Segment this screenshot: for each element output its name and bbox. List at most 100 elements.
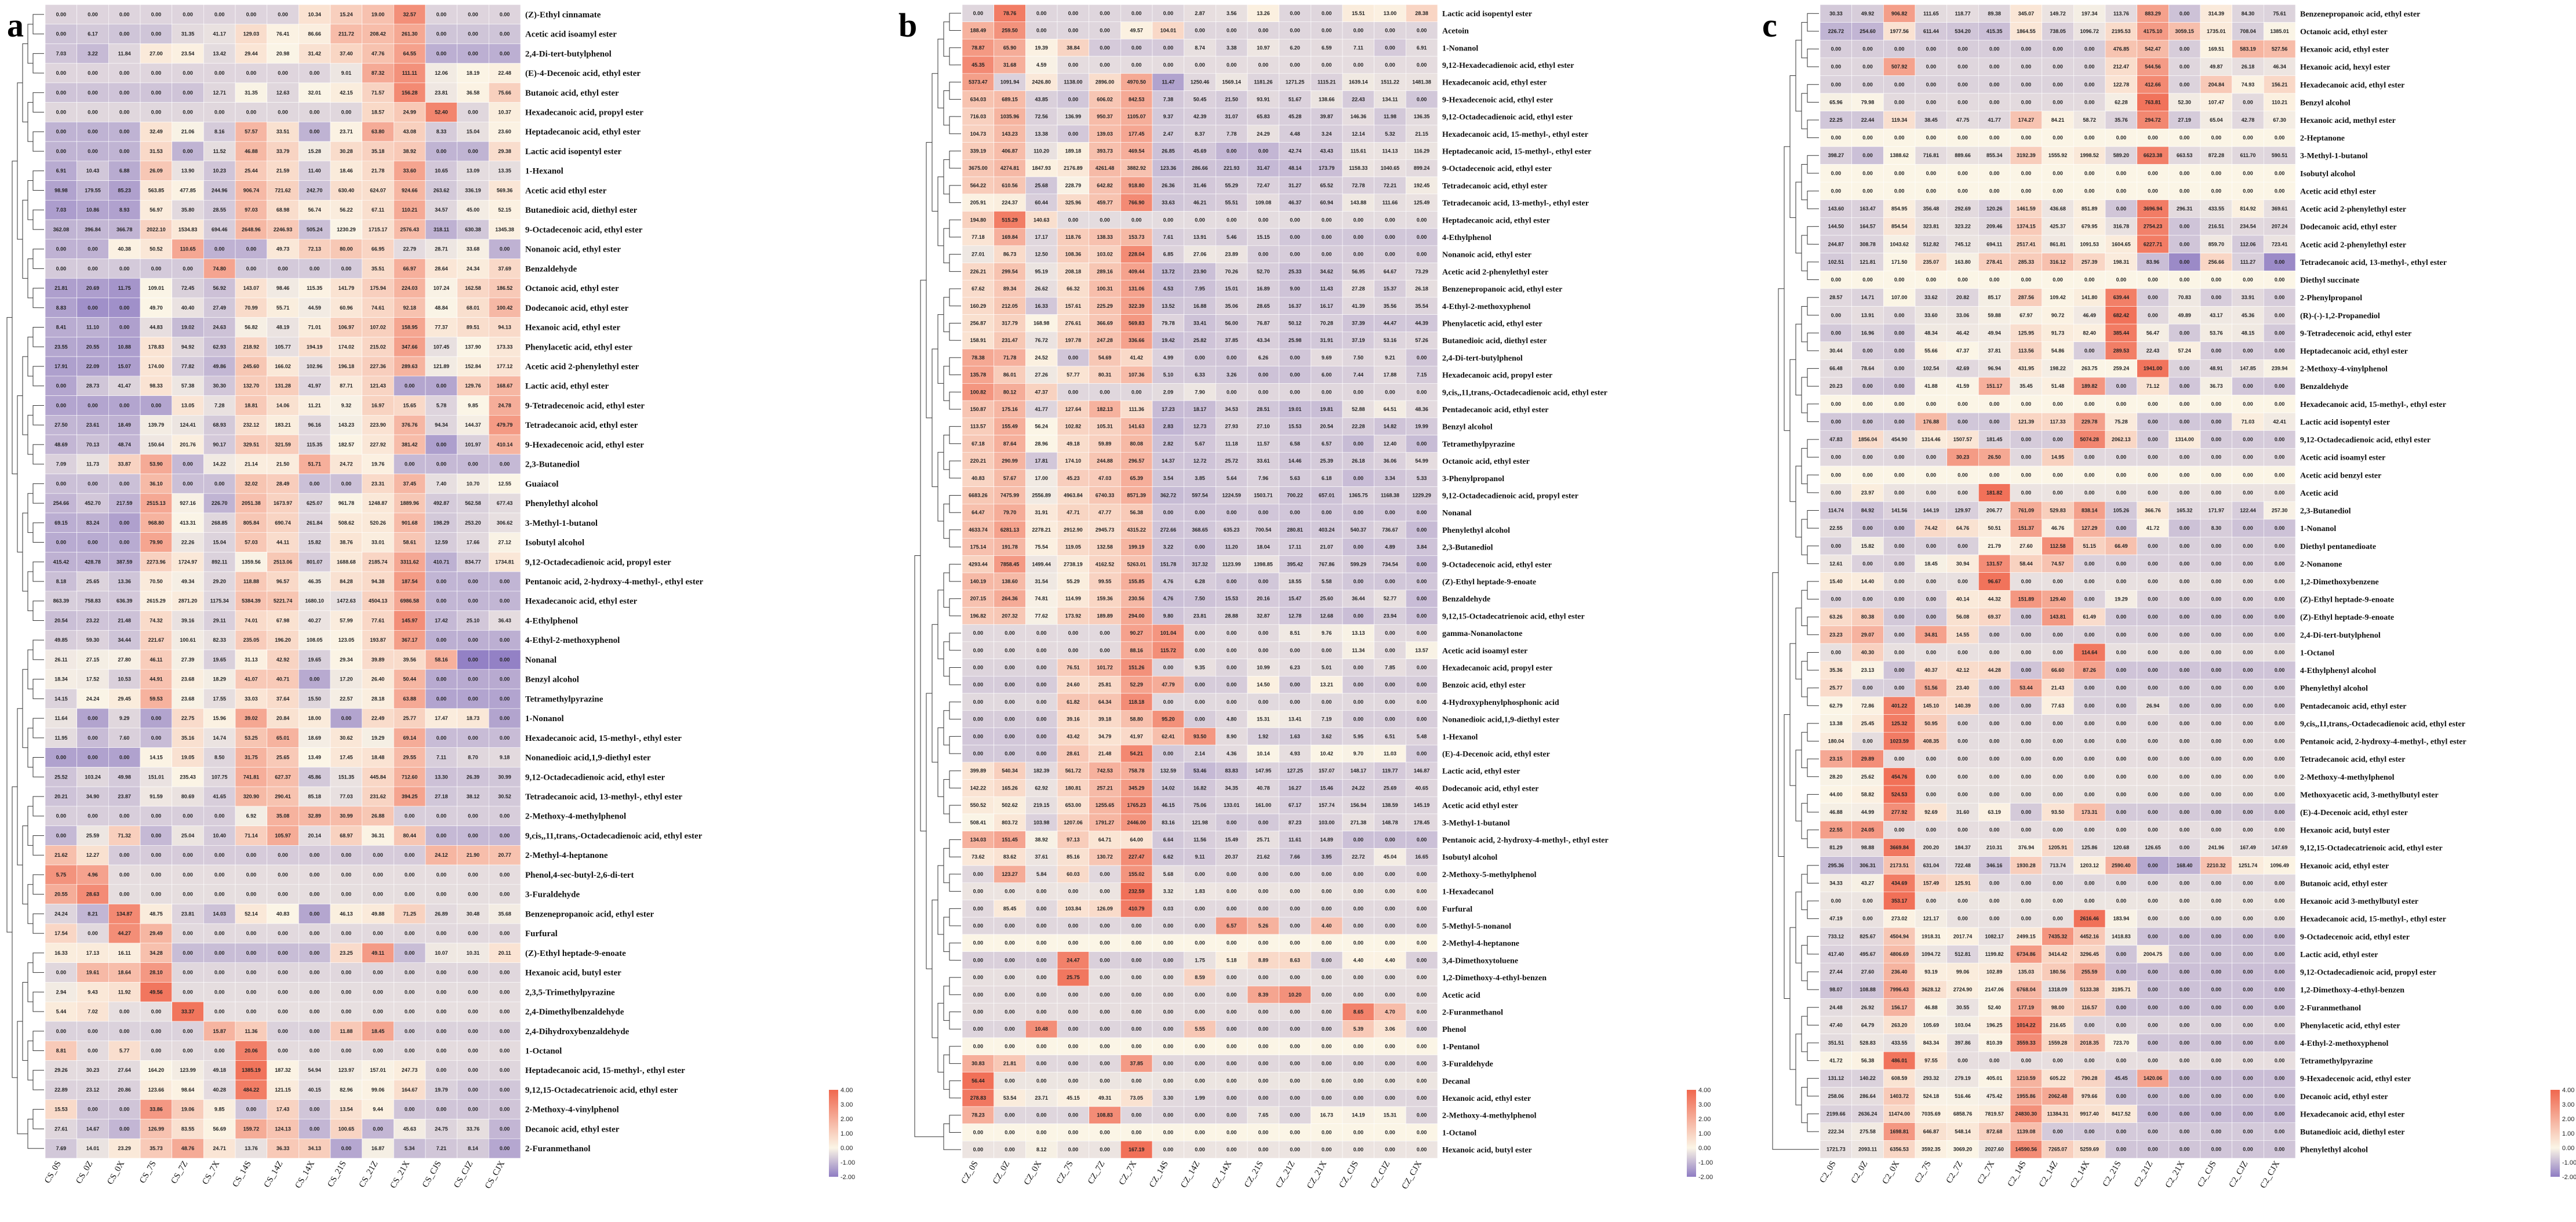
heatmap-cell xyxy=(45,689,77,709)
cell-value-label: 212.05 xyxy=(1002,303,1018,309)
heatmap-cell xyxy=(299,728,331,748)
dendrogram-branch xyxy=(32,835,38,856)
cell-value-label: 0.00 xyxy=(2180,82,2190,88)
cell-value-label: 1224.59 xyxy=(1222,492,1241,498)
cell-value-label: 679.95 xyxy=(2082,224,2098,230)
dendrogram-branch xyxy=(32,601,38,621)
heatmap-cell xyxy=(1374,194,1406,212)
cell-value-label: 5.26 xyxy=(1258,923,1269,929)
heatmap-cell xyxy=(1184,366,1216,384)
heatmap-cell xyxy=(203,1138,236,1159)
cell-value-label: 0.00 xyxy=(2275,277,2285,283)
heatmap-cell xyxy=(1978,235,2011,253)
heatmap-cell xyxy=(2010,253,2042,271)
cell-value-label: 23.81 xyxy=(435,90,448,96)
heatmap-cell xyxy=(2169,235,2201,253)
cell-value-label: 52.70 xyxy=(1257,268,1270,274)
heatmap-cell xyxy=(489,904,521,924)
heatmap-cell xyxy=(1216,590,1248,608)
heatmap-cell xyxy=(1406,504,1438,522)
row-label: (E)-4-Decenoic acid, ethyl ester xyxy=(1442,750,1550,759)
row-label: Isobutyl alcohol xyxy=(1442,853,1497,862)
cell-value-label: 13.54 xyxy=(340,1107,353,1112)
heatmap-cell xyxy=(1247,572,1279,591)
cell-value-label: 0.00 xyxy=(278,930,288,936)
cell-value-label: 0.00 xyxy=(436,892,447,897)
cell-value-label: 0.00 xyxy=(310,989,320,995)
heatmap-cell xyxy=(45,1021,77,1041)
heatmap-cell xyxy=(1342,332,1374,350)
cell-value-label: 56.97 xyxy=(150,207,163,213)
dendrogram-branch xyxy=(949,839,955,857)
cell-value-label: 366.69 xyxy=(1097,320,1113,326)
heatmap-cell xyxy=(330,141,362,162)
cell-value-label: 0.00 xyxy=(1068,217,1079,223)
cell-value-label: 79.70 xyxy=(1003,510,1017,515)
heatmap-cell xyxy=(1152,521,1184,539)
heatmap-cell xyxy=(2264,111,2296,129)
cell-value-label: 57.57 xyxy=(245,129,258,134)
cell-value-label: 107.02 xyxy=(370,325,386,330)
heatmap-cell xyxy=(1279,417,1311,435)
cell-value-label: 0.00 xyxy=(468,50,478,56)
dendrogram-branch xyxy=(949,254,955,272)
cell-value-label: 199.19 xyxy=(1129,544,1145,550)
heatmap-cell xyxy=(172,532,204,552)
cell-value-label: 0.00 xyxy=(1036,648,1047,653)
heatmap-cell xyxy=(267,219,299,240)
heatmap-cell xyxy=(962,1072,994,1090)
heatmap-cell xyxy=(2137,199,2169,218)
cell-value-label: 39.87 xyxy=(1320,114,1333,119)
cell-value-label: 22.43 xyxy=(2146,348,2160,354)
cell-value-label: 20.55 xyxy=(54,892,68,897)
heatmap-cell xyxy=(1279,504,1311,522)
heatmap-cell xyxy=(1374,710,1406,728)
cell-value-label: 0.00 xyxy=(1862,64,1873,70)
heatmap-cell xyxy=(1374,848,1406,866)
cell-value-label: 0.00 xyxy=(1227,28,1237,34)
cell-value-label: 0.00 xyxy=(2275,170,2285,176)
heatmap-cell xyxy=(1057,641,1089,659)
heatmap-cell xyxy=(1152,710,1184,728)
cell-value-label: 0.00 xyxy=(1290,1095,1300,1101)
column-label: CS_CJS xyxy=(421,1159,443,1189)
cell-value-label: 46.34 xyxy=(2273,64,2286,70)
cell-value-label: 0.00 xyxy=(278,70,288,76)
row-label: Decanal xyxy=(1442,1077,1470,1086)
cell-value-label: 56.69 xyxy=(213,1126,226,1132)
cell-value-label: 4.76 xyxy=(1163,596,1174,602)
legend-tick-label: 3.00 xyxy=(841,1101,853,1108)
heatmap-cell xyxy=(962,1003,994,1021)
cell-value-label: 36.58 xyxy=(467,90,480,96)
cell-value-label: 0.00 xyxy=(2084,99,2095,105)
heatmap-cell xyxy=(140,259,172,279)
heatmap-cell xyxy=(394,454,426,474)
heatmap-cell xyxy=(994,142,1026,160)
cell-value-label: 129.03 xyxy=(243,31,260,37)
heatmap-cell xyxy=(457,395,489,416)
cell-value-label: 0.00 xyxy=(1068,10,1079,16)
cell-value-label: 0.00 xyxy=(1163,992,1174,998)
cell-value-label: 20.23 xyxy=(1829,383,1843,389)
heatmap-cell xyxy=(1089,4,1121,23)
cell-value-label: 15.53 xyxy=(1289,424,1302,430)
heatmap-cell xyxy=(489,982,521,1002)
dendrogram-branch xyxy=(937,176,944,246)
dendrogram-branch xyxy=(949,426,955,444)
cell-value-label: 0.00 xyxy=(2021,99,2032,105)
heatmap-cell xyxy=(172,1119,204,1139)
cell-value-label: 0.00 xyxy=(1354,389,1364,395)
cell-value-label: 0.00 xyxy=(436,1067,447,1073)
cell-value-label: 105.77 xyxy=(275,344,291,350)
heatmap-cell xyxy=(489,199,521,220)
heatmap-cell xyxy=(489,317,521,337)
cell-value-label: 1639.14 xyxy=(1349,79,1368,85)
heatmap-cell xyxy=(267,161,299,181)
cell-value-label: 610.56 xyxy=(1002,183,1018,188)
cell-value-label: 636.39 xyxy=(117,598,133,604)
heatmap-cell xyxy=(1406,125,1438,143)
heatmap-cell xyxy=(172,708,204,729)
heatmap-cell xyxy=(203,884,236,904)
cell-value-label: 0.00 xyxy=(2116,188,2127,194)
heatmap-cell xyxy=(1311,659,1343,677)
